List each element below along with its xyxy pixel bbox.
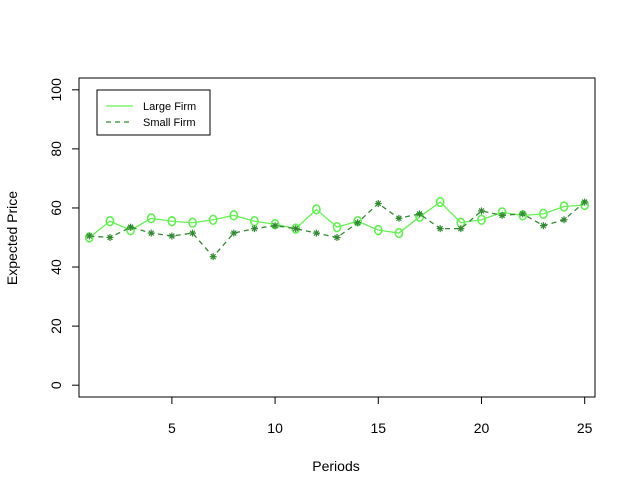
legend: Large Firm Small Firm: [96, 89, 211, 136]
data-point-large-firm: [208, 214, 218, 225]
y-tick-label: 0: [48, 381, 64, 389]
data-point-small-firm: [106, 234, 114, 241]
data-point-small-firm: [333, 234, 341, 241]
x-tick-label: 15: [370, 420, 386, 436]
x-tick-label: 5: [168, 420, 176, 436]
data-point-large-firm: [559, 201, 569, 212]
x-tick-label: 20: [474, 420, 490, 436]
star-stroke: [396, 215, 402, 222]
series-lines: [84, 196, 590, 261]
y-tick-label: 100: [48, 78, 64, 102]
y-tick-label: 20: [48, 318, 64, 334]
data-point-small-firm: [539, 222, 547, 230]
star-stroke: [230, 230, 237, 236]
legend-box: [96, 89, 211, 136]
star-stroke: [561, 216, 567, 223]
data-point-small-firm: [374, 200, 382, 208]
star-stroke: [210, 253, 217, 260]
star-stroke: [313, 230, 320, 236]
data-point-small-firm: [354, 219, 362, 227]
data-point-small-firm: [498, 211, 506, 219]
star-stroke: [457, 225, 464, 232]
y-axis-label: Expected Price: [4, 191, 20, 285]
data-point-small-firm: [457, 225, 465, 233]
star-stroke: [107, 234, 113, 241]
legend-label-small-firm: Small Firm: [143, 117, 196, 129]
data-point-small-firm: [436, 225, 444, 233]
data-point-small-firm: [271, 222, 279, 230]
data-point-large-firm: [105, 216, 115, 227]
star-stroke: [169, 233, 175, 239]
data-point-small-firm: [189, 229, 197, 237]
data-point-small-firm: [477, 207, 485, 215]
x-tick-label: 25: [577, 420, 593, 436]
star-stroke: [272, 222, 278, 229]
star-stroke: [519, 210, 526, 217]
data-point-small-firm: [395, 214, 403, 222]
y-tick-label: 80: [48, 141, 64, 157]
star-stroke: [251, 225, 258, 232]
data-point-large-firm: [229, 210, 239, 221]
star-stroke: [437, 225, 444, 232]
data-point-large-firm: [146, 213, 156, 224]
data-point-large-firm: [373, 224, 383, 236]
data-point-large-firm: [539, 208, 548, 220]
data-point-small-firm: [147, 229, 155, 237]
data-point-small-firm: [168, 232, 176, 240]
data-point-small-firm: [416, 210, 424, 218]
star-stroke: [581, 199, 588, 205]
data-point-large-firm: [435, 196, 445, 208]
star-stroke: [540, 222, 547, 229]
star-stroke: [375, 200, 382, 207]
star-stroke: [292, 225, 299, 232]
star-stroke: [127, 224, 134, 231]
y-axis: 0 20 40 60 80 100: [48, 78, 80, 389]
data-point-small-firm: [230, 229, 238, 237]
data-point-large-firm: [311, 204, 321, 215]
star-stroke: [478, 208, 485, 214]
data-point-small-firm: [292, 225, 300, 233]
legend-label-large-firm: Large Firm: [143, 101, 196, 113]
data-point-small-firm: [519, 210, 527, 218]
star-stroke: [189, 230, 196, 236]
data-point-large-firm: [394, 227, 404, 239]
star-stroke: [499, 212, 505, 219]
x-axis-label: Periods: [312, 458, 359, 474]
y-tick-label: 60: [48, 200, 64, 216]
y-tick-label: 40: [48, 259, 64, 275]
star-stroke: [416, 210, 423, 217]
star-stroke: [86, 233, 93, 239]
data-point-small-firm: [581, 198, 589, 206]
data-point-large-firm: [167, 216, 177, 227]
star-stroke: [334, 234, 340, 241]
data-point-small-firm: [312, 229, 320, 237]
series-small-firm: [85, 198, 589, 261]
data-point-small-firm: [85, 232, 93, 240]
x-tick-label: 10: [267, 420, 283, 436]
data-point-large-firm: [188, 217, 197, 228]
series-large-firm: [84, 196, 590, 243]
data-point-small-firm: [127, 223, 135, 231]
series-line-small-firm: [89, 201, 586, 258]
data-point-small-firm: [209, 253, 217, 261]
data-point-large-firm: [477, 214, 486, 225]
data-point-small-firm: [250, 225, 258, 233]
x-axis: 5 10 15 20 25: [168, 396, 593, 436]
star-stroke: [354, 219, 361, 226]
star-stroke: [148, 230, 155, 236]
data-point-small-firm: [560, 216, 568, 224]
data-point-large-firm: [332, 221, 342, 233]
